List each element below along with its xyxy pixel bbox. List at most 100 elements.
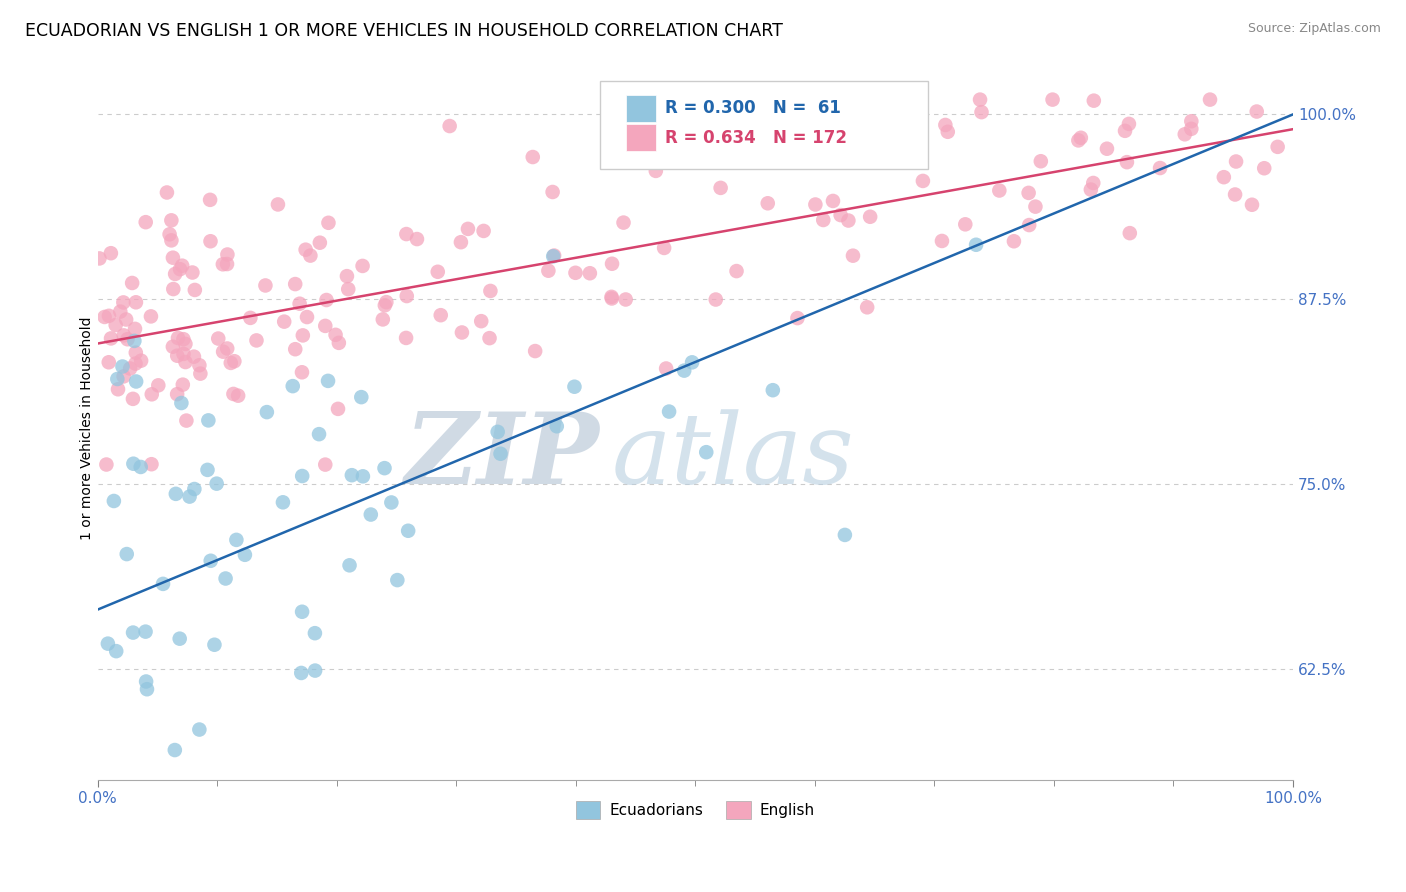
- Point: [856, 301, 879, 315]
- Text: ZIP: ZIP: [405, 409, 600, 505]
- Point: [152, 577, 174, 591]
- Point: [308, 427, 330, 442]
- Point: [315, 293, 337, 307]
- Point: [112, 369, 135, 384]
- Point: [141, 387, 163, 401]
- Point: [1083, 176, 1105, 190]
- Point: [644, 164, 666, 178]
- Point: [107, 382, 129, 396]
- Text: atlas: atlas: [612, 409, 855, 504]
- Point: [612, 216, 634, 230]
- Point: [207, 332, 229, 346]
- Point: [579, 266, 602, 280]
- Point: [148, 378, 170, 392]
- Point: [291, 365, 314, 379]
- Point: [245, 334, 267, 348]
- Point: [1246, 104, 1268, 119]
- Point: [288, 296, 311, 310]
- Point: [821, 194, 844, 208]
- Point: [472, 224, 495, 238]
- Point: [970, 105, 993, 120]
- Point: [100, 331, 122, 345]
- Point: [1267, 140, 1289, 154]
- Text: ECUADORIAN VS ENGLISH 1 OR MORE VEHICLES IN HOUSEHOLD CORRELATION CHART: ECUADORIAN VS ENGLISH 1 OR MORE VEHICLES…: [25, 22, 783, 40]
- Point: [360, 508, 382, 522]
- Point: [96, 458, 118, 472]
- Point: [704, 293, 727, 307]
- Point: [882, 136, 904, 150]
- Point: [124, 322, 146, 336]
- Point: [756, 139, 779, 153]
- Point: [1002, 234, 1025, 248]
- Point: [352, 469, 374, 483]
- Point: [135, 215, 157, 229]
- Point: [181, 266, 204, 280]
- Point: [304, 626, 326, 640]
- Point: [1080, 183, 1102, 197]
- Point: [93, 310, 115, 324]
- Point: [325, 327, 347, 342]
- Point: [204, 638, 226, 652]
- Point: [537, 263, 560, 277]
- Point: [166, 349, 188, 363]
- Point: [291, 328, 314, 343]
- Point: [172, 259, 194, 273]
- Text: R = 0.634   N = 172: R = 0.634 N = 172: [665, 128, 848, 147]
- Point: [543, 248, 565, 262]
- Text: R = 0.300   N =  61: R = 0.300 N = 61: [665, 99, 841, 118]
- Point: [762, 383, 785, 397]
- Point: [318, 216, 340, 230]
- Point: [965, 237, 987, 252]
- Point: [165, 267, 187, 281]
- Point: [290, 665, 312, 680]
- Point: [122, 392, 145, 406]
- Point: [174, 337, 197, 351]
- Point: [125, 345, 148, 359]
- Point: [112, 328, 135, 343]
- Point: [652, 241, 675, 255]
- Point: [170, 396, 193, 410]
- Point: [373, 461, 395, 475]
- Point: [226, 389, 249, 403]
- Text: Source: ZipAtlas.com: Source: ZipAtlas.com: [1247, 22, 1381, 36]
- Point: [162, 251, 184, 265]
- Point: [124, 334, 146, 348]
- Point: [756, 196, 779, 211]
- Point: [299, 249, 322, 263]
- Point: [395, 227, 418, 241]
- Point: [429, 308, 451, 322]
- Point: [350, 390, 373, 404]
- Point: [775, 148, 797, 162]
- Point: [1199, 93, 1222, 107]
- Point: [184, 283, 207, 297]
- Point: [314, 318, 336, 333]
- Point: [337, 282, 360, 296]
- Point: [1024, 200, 1046, 214]
- Point: [225, 533, 247, 547]
- Point: [304, 664, 326, 678]
- Point: [122, 457, 145, 471]
- Point: [1212, 170, 1234, 185]
- Point: [129, 353, 152, 368]
- Point: [174, 355, 197, 369]
- Point: [1223, 187, 1246, 202]
- Point: [104, 318, 127, 332]
- Point: [162, 282, 184, 296]
- Point: [1095, 142, 1118, 156]
- Point: [451, 326, 474, 340]
- Point: [169, 632, 191, 646]
- Point: [1114, 124, 1136, 138]
- Point: [479, 284, 502, 298]
- Point: [162, 340, 184, 354]
- Point: [1118, 117, 1140, 131]
- Point: [837, 213, 859, 227]
- Point: [120, 361, 142, 376]
- Point: [1240, 198, 1263, 212]
- Point: [212, 344, 235, 359]
- Point: [1070, 130, 1092, 145]
- Point: [681, 355, 703, 369]
- Point: [859, 210, 882, 224]
- Point: [842, 249, 865, 263]
- Point: [339, 558, 361, 573]
- Point: [546, 419, 568, 434]
